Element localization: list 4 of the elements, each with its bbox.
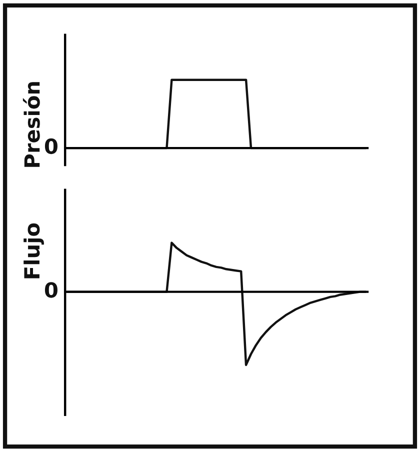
y-axis-title: Flujo xyxy=(24,223,44,278)
y-axis-title: Presión xyxy=(22,82,40,167)
text: 0 xyxy=(44,138,58,154)
text: 0 xyxy=(44,282,58,298)
